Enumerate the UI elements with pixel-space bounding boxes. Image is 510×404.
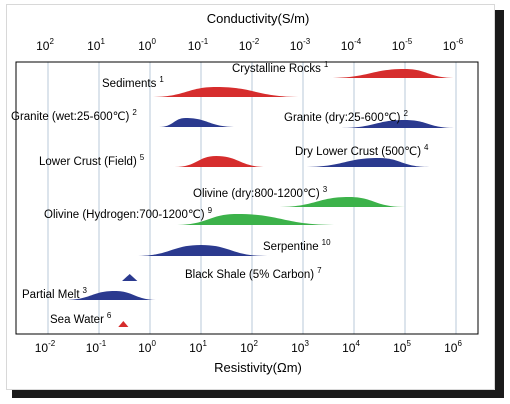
- range-shape: [174, 214, 339, 225]
- range-shape: [276, 197, 405, 207]
- bottom-tick-label: 105: [393, 339, 411, 355]
- bottom-tick-label: 10-2: [35, 339, 56, 355]
- chart-frame: [6, 4, 495, 390]
- material-label: Black Shale (5% Carbon) 7: [185, 266, 322, 281]
- top-tick-label: 101: [87, 37, 105, 53]
- tick-labels: 10-2 10-1 100 101 102 103 104 105 106 102 101 100 10…: [35, 37, 464, 355]
- frame-shadow-bottom: [12, 388, 504, 398]
- material-label: Partial Melt 3: [22, 286, 88, 301]
- bottom-tick-label: 102: [240, 339, 258, 355]
- range-shape: [158, 118, 237, 127]
- bottom-tick-label: 104: [342, 339, 360, 355]
- top-tick-label: 10-2: [239, 37, 260, 53]
- top-tick-label: 10-3: [290, 37, 311, 53]
- range-shape: [118, 321, 129, 327]
- bottom-tick-label: 106: [444, 339, 462, 355]
- frame-shadow-right: [494, 10, 504, 396]
- material-label: Granite (wet:25-600℃) 2: [11, 108, 137, 123]
- range-shape: [303, 158, 430, 167]
- bottom-axis-label: Resistivity(Ωm): [214, 360, 302, 375]
- range-shapes: [63, 69, 456, 327]
- bottom-tick-label: 103: [291, 339, 309, 355]
- range-shape: [134, 245, 268, 256]
- plot-border: [15, 61, 479, 335]
- material-label: Olivine (dry:800-1200℃) 3: [193, 185, 328, 200]
- material-label: Sea Water 6: [50, 311, 112, 326]
- range-shape: [122, 274, 138, 281]
- material-label: Granite (dry:25-600℃) 2: [284, 109, 408, 124]
- top-tick-label: 100: [138, 37, 156, 53]
- bottom-tick-label: 101: [189, 339, 207, 355]
- bottom-tick-label: 100: [138, 339, 156, 355]
- material-label: Serpentine 10: [263, 238, 331, 253]
- bottom-tick-label: 10-1: [86, 339, 107, 355]
- range-shape: [150, 87, 303, 97]
- top-tick-label: 102: [36, 37, 54, 53]
- material-label: Lower Crust (Field) 5: [39, 153, 145, 168]
- material-label: Dry Lower Crust (500℃) 4: [295, 143, 429, 158]
- top-tick-label: 10-1: [188, 37, 209, 53]
- top-tick-label: 10-4: [341, 37, 362, 53]
- top-tick-label: 10-5: [392, 37, 413, 53]
- material-labels: Crystalline Rocks 1 Sediments 1 Granite (wet…: [11, 60, 429, 326]
- range-shape: [327, 69, 456, 78]
- material-label: Sediments 1: [102, 75, 164, 90]
- top-axis-label: Conductivity(S/m): [207, 11, 310, 26]
- grid-layer: [47, 62, 457, 334]
- range-shape: [63, 291, 159, 300]
- top-tick-label: 10-6: [443, 37, 464, 53]
- material-label: Crystalline Rocks 1: [232, 60, 329, 75]
- range-shape: [338, 120, 456, 128]
- material-label: Olivine (Hydrogen:700-1200℃) 9: [44, 206, 213, 221]
- range-shape: [174, 156, 268, 167]
